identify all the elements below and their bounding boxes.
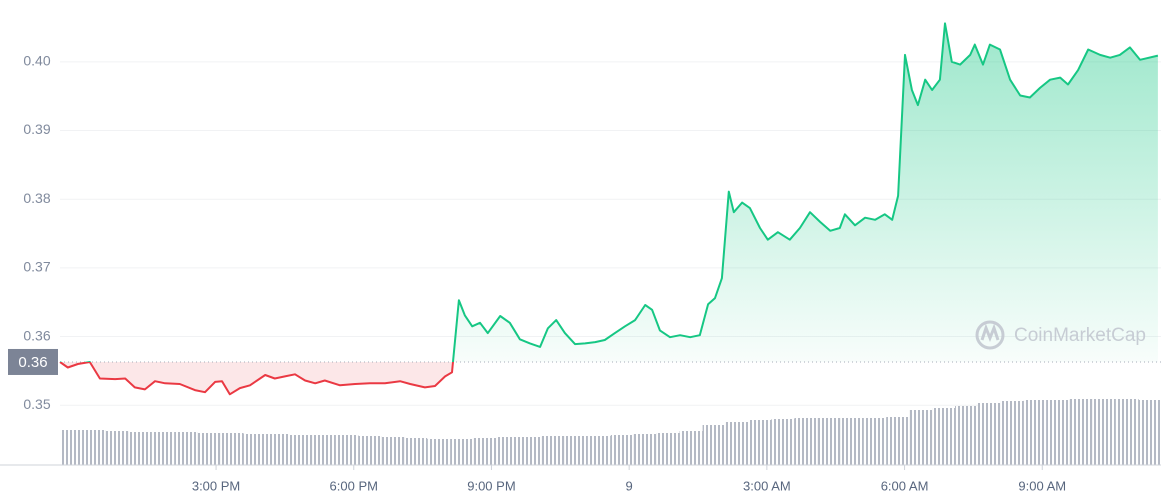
volume-stripe — [220, 433, 244, 465]
volume-stripe — [955, 406, 978, 465]
volume-stripe — [1092, 399, 1116, 465]
price-line — [59, 22, 1159, 396]
volume-stripe — [1138, 400, 1161, 465]
watermark-text: CoinMarketCap — [1014, 325, 1146, 346]
baseline-label-box — [8, 348, 58, 375]
volume-stripe — [610, 435, 634, 465]
volume-stripe — [656, 433, 680, 465]
y-tick-label: 0.39 — [23, 121, 50, 137]
volume-stripe — [794, 418, 818, 465]
volume-stripe — [105, 431, 129, 465]
volume-stripe — [978, 403, 1001, 465]
volume-stripe — [82, 430, 106, 465]
x-tick-label: 6:00 PM — [330, 478, 378, 493]
volume-stripe — [1046, 400, 1070, 465]
price-area — [60, 23, 1158, 395]
volume-stripe — [771, 419, 795, 465]
volume-stripe — [197, 433, 221, 465]
volume-stripe — [909, 410, 933, 465]
watermark: CoinMarketCap — [975, 320, 1146, 350]
volume-stripe — [748, 420, 772, 465]
volume-stripe — [633, 434, 657, 465]
x-tick-label: 9 — [626, 478, 633, 493]
volume-stripe — [60, 430, 83, 465]
volume-stripe — [289, 435, 313, 465]
x-tick-label: 9:00 AM — [1018, 478, 1066, 493]
volume-stripe — [358, 436, 382, 465]
volume-stripe — [702, 425, 726, 465]
volume-stripe — [151, 432, 175, 465]
y-tick-label: 0.38 — [23, 190, 50, 206]
volume-stripe — [1069, 399, 1093, 465]
y-tick-label: 0.35 — [23, 396, 50, 412]
volume-stripe — [840, 418, 864, 465]
volume-stripe — [886, 417, 910, 465]
volume-stripe — [312, 435, 336, 465]
volume-stripe — [427, 439, 451, 465]
volume-stripe — [381, 437, 405, 465]
volume-stripe — [335, 435, 359, 465]
x-tick-label: 9:00 PM — [467, 478, 515, 493]
volume-stripe — [932, 408, 956, 465]
volume-stripe — [128, 432, 152, 465]
baseline-label: 0.36 — [18, 354, 47, 371]
volume-stripe — [404, 438, 428, 465]
volume-stripe — [266, 434, 290, 465]
volume-stripe — [473, 438, 497, 465]
volume-stripe — [863, 418, 887, 465]
volume-stripe — [1115, 399, 1139, 465]
volume-stripe — [496, 437, 519, 465]
volume-stripe — [679, 431, 703, 465]
volume-stripe — [541, 436, 565, 465]
x-tick-label: 3:00 AM — [743, 478, 791, 493]
volume-stripe — [725, 422, 749, 465]
volume-stripe — [564, 436, 588, 465]
y-tick-label: 0.36 — [23, 327, 50, 343]
volume-stripe — [1023, 400, 1047, 465]
volume-stripe — [243, 434, 267, 465]
volume-stripe — [450, 439, 474, 465]
x-tick-label: 6:00 AM — [881, 478, 929, 493]
volume-stripe — [587, 436, 611, 465]
x-tick-label: 3:00 PM — [192, 478, 240, 493]
y-tick-label: 0.37 — [23, 259, 50, 275]
volume-stripe — [174, 432, 198, 465]
volume-stripe — [519, 437, 542, 465]
volume-stripe — [817, 418, 841, 465]
volume-stripe — [1000, 401, 1024, 465]
y-tick-label: 0.40 — [23, 53, 50, 69]
